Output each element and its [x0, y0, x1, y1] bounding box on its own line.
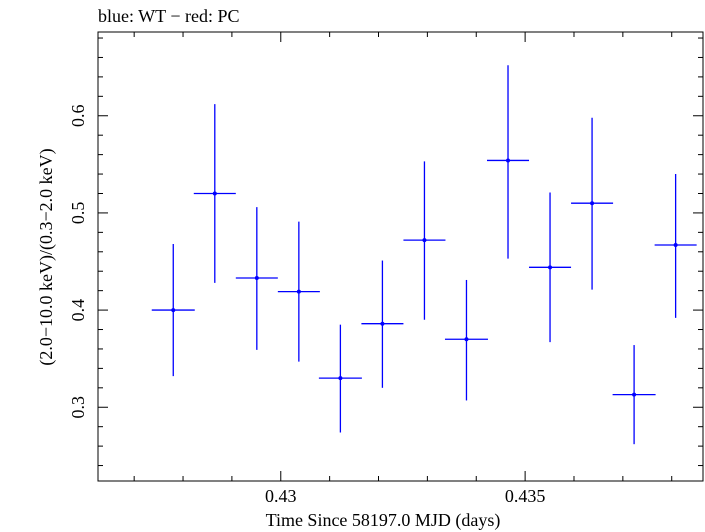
- data-point: [654, 174, 697, 318]
- chart-title: blue: WT − red: PC: [98, 6, 239, 26]
- axis-ticks: [98, 32, 703, 481]
- point-marker: [171, 308, 176, 313]
- point-marker: [380, 321, 385, 326]
- point-marker: [422, 238, 427, 243]
- data-point: [235, 207, 278, 350]
- x-tick-label: 0.435: [505, 486, 546, 506]
- point-marker: [632, 392, 637, 397]
- data-point: [486, 65, 530, 259]
- data-points: [151, 65, 697, 445]
- data-point: [318, 324, 362, 433]
- y-tick-label: 0.5: [68, 202, 88, 225]
- data-point: [193, 104, 236, 283]
- data-point: [151, 244, 195, 377]
- point-marker: [464, 337, 469, 342]
- y-axis-label: (2.0−10.0 keV)/(0.3−2.0 keV): [36, 148, 57, 365]
- point-marker: [338, 376, 343, 381]
- data-point: [403, 161, 446, 320]
- point-marker: [296, 289, 301, 294]
- data-point: [444, 279, 488, 401]
- data-point: [571, 117, 614, 290]
- y-tick-label: 0.6: [68, 105, 88, 128]
- point-marker: [590, 201, 595, 206]
- x-tick-label: 0.43: [265, 486, 297, 506]
- tick-labels: 0.43 0.435 0.3 0.4 0.5 0.6: [68, 105, 545, 506]
- data-point: [277, 221, 320, 362]
- point-marker: [212, 191, 217, 196]
- point-marker: [548, 265, 553, 270]
- point-marker: [506, 158, 511, 163]
- data-point: [612, 345, 656, 445]
- point-marker: [673, 242, 678, 247]
- plot-frame: [97, 31, 704, 482]
- y-tick-label: 0.4: [68, 299, 88, 322]
- point-marker: [254, 276, 259, 281]
- x-axis-label: Time Since 58197.0 MJD (days): [266, 510, 501, 531]
- data-point: [529, 192, 572, 343]
- data-point: [361, 260, 404, 388]
- y-tick-label: 0.3: [68, 396, 88, 419]
